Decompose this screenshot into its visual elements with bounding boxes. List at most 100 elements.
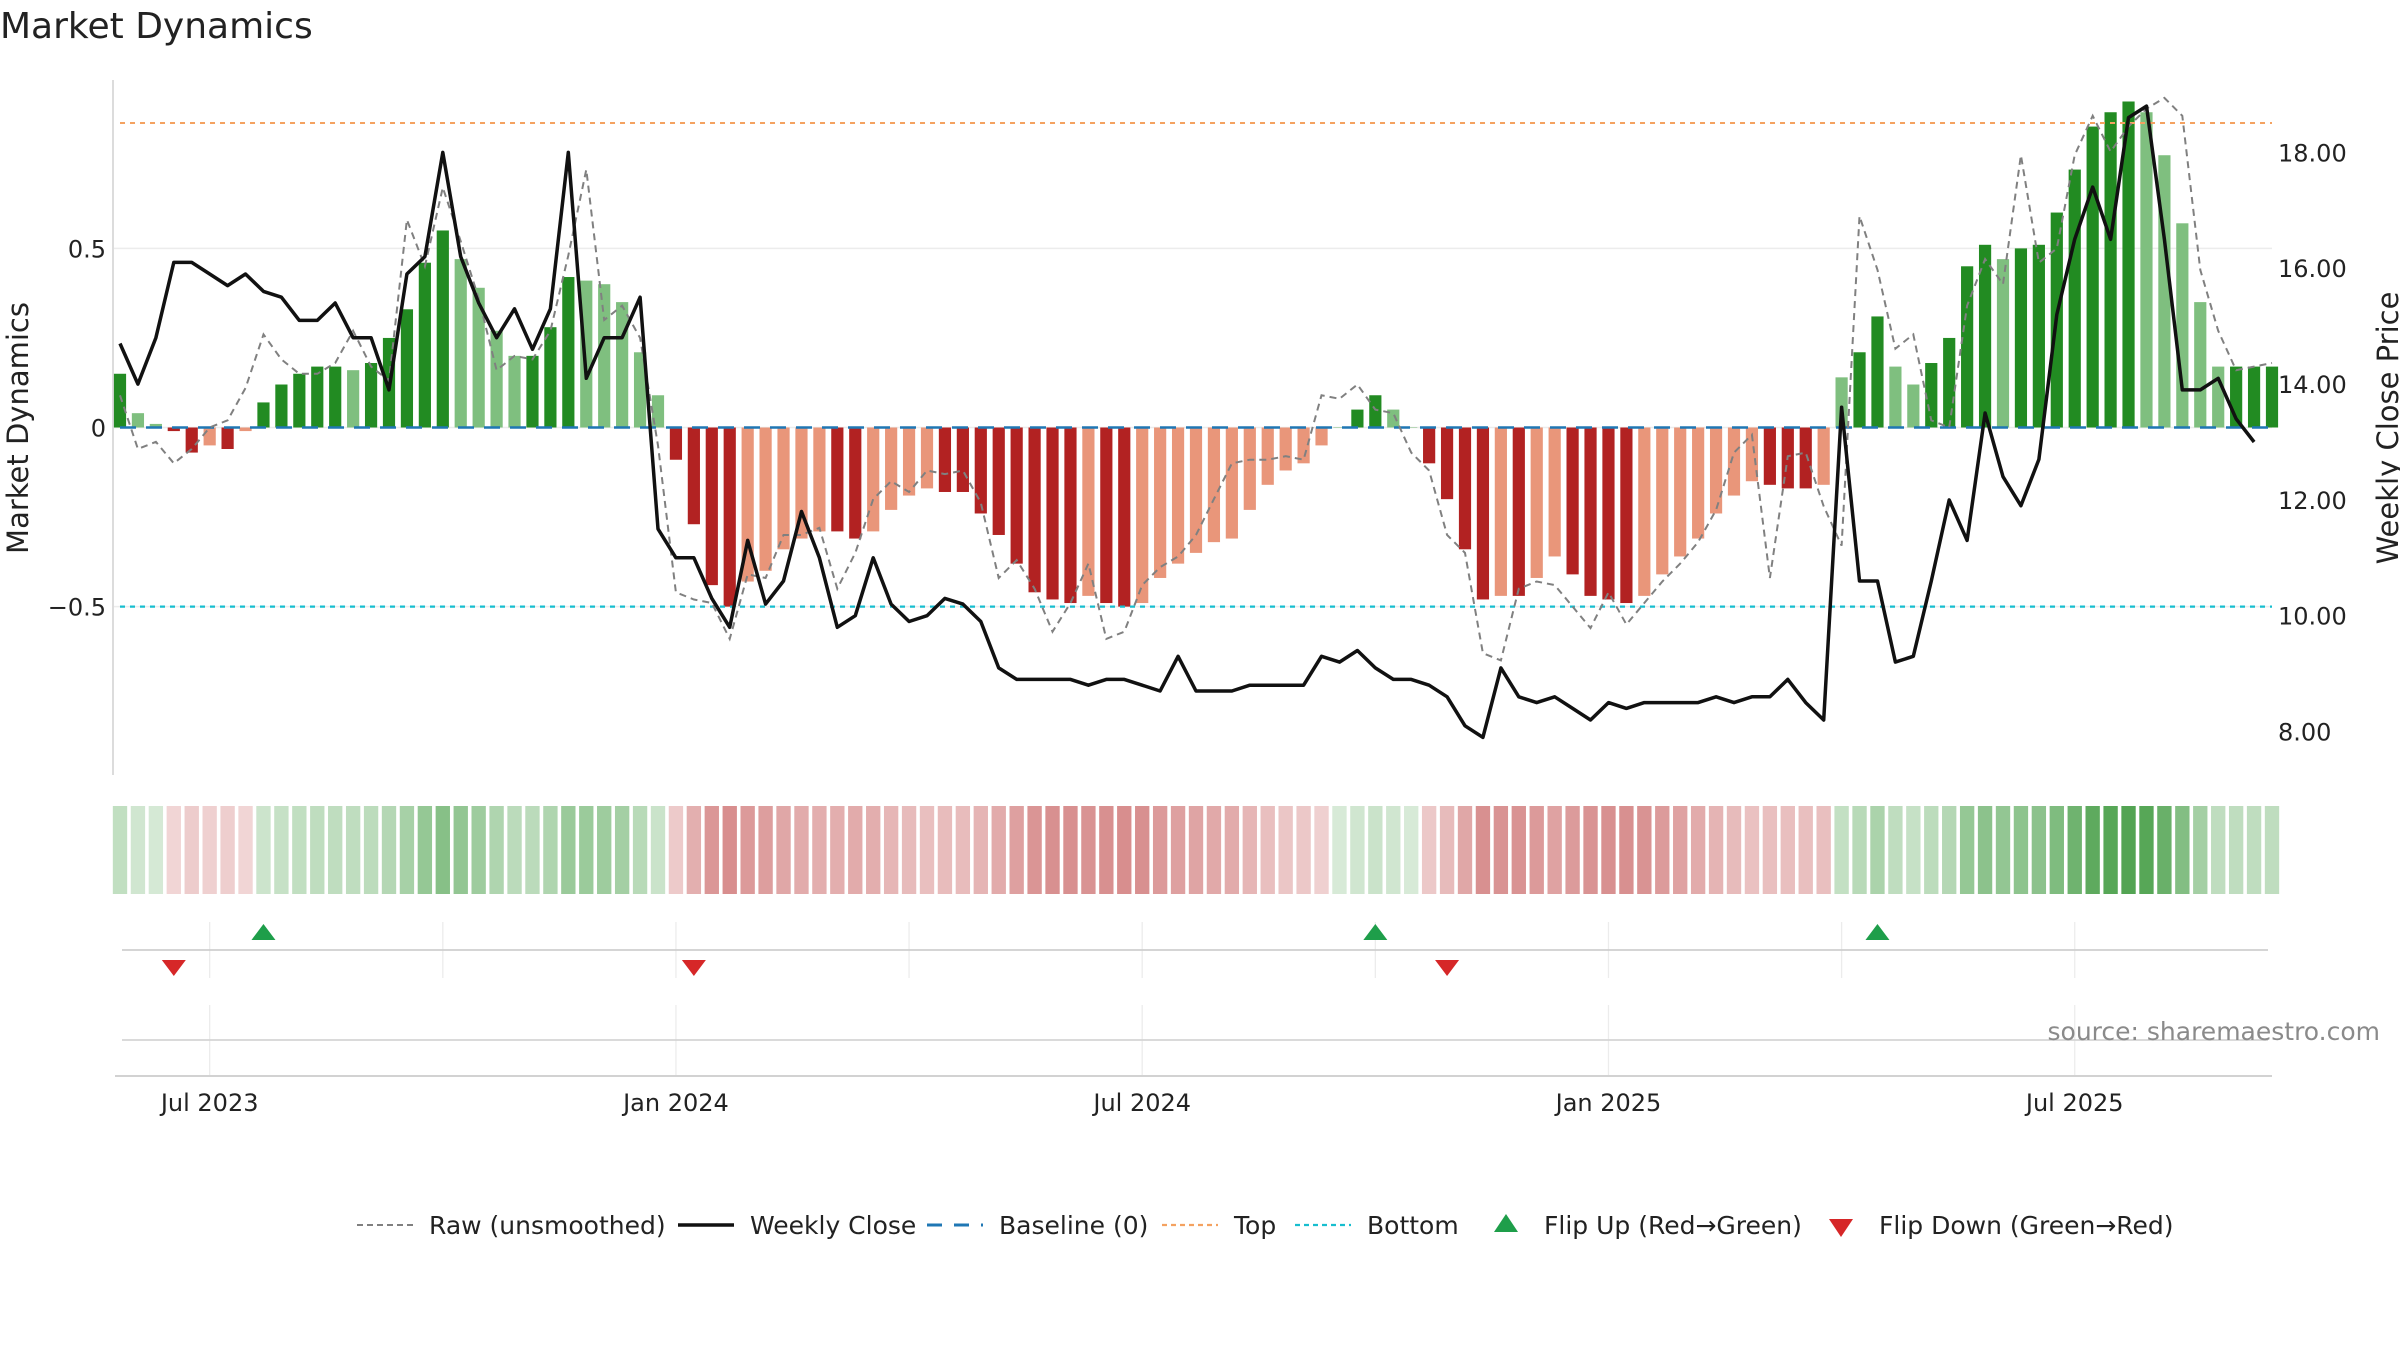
heat-cell xyxy=(417,806,433,894)
heat-cell xyxy=(2264,806,2280,894)
heat-cell xyxy=(740,806,755,894)
bar xyxy=(293,373,306,428)
heat-cell xyxy=(435,806,450,894)
heat-cell xyxy=(1906,806,1921,894)
heat-cell xyxy=(1045,806,1060,894)
x-tick-label: Jul 2024 xyxy=(1091,1089,1191,1117)
bar xyxy=(1566,427,1579,575)
bar xyxy=(2176,223,2189,428)
bar xyxy=(1458,427,1472,550)
bar xyxy=(849,427,862,539)
bar xyxy=(526,355,539,428)
bar xyxy=(275,384,288,428)
bar xyxy=(831,427,844,532)
heat-cell xyxy=(1762,806,1778,894)
heat-cell xyxy=(1475,806,1491,894)
bar xyxy=(2104,112,2117,428)
heat-cell xyxy=(1117,806,1132,894)
heat-cell xyxy=(668,806,684,894)
bar xyxy=(1387,409,1400,428)
heat-cell xyxy=(1242,806,1257,894)
heat-cell xyxy=(1314,806,1329,894)
heat-cell xyxy=(310,806,325,894)
bar xyxy=(867,427,880,532)
heat-cell xyxy=(1924,806,1939,894)
bar xyxy=(938,427,952,492)
heat-cell xyxy=(2049,806,2064,894)
heat-cell xyxy=(525,806,540,894)
bar xyxy=(1763,427,1776,485)
bar xyxy=(1745,427,1759,482)
flip-panel xyxy=(122,922,2268,978)
legend-label: Flip Down (Green→Red) xyxy=(1879,1211,2174,1240)
bar xyxy=(1369,395,1382,428)
flip-up-marker xyxy=(1865,924,1890,940)
heat-cell xyxy=(937,806,953,894)
bar xyxy=(1602,427,1615,600)
bar xyxy=(2032,244,2045,428)
bar xyxy=(131,413,145,428)
left-tick-label: −0.5 xyxy=(48,594,106,622)
bar xyxy=(1189,427,1203,553)
bar xyxy=(1351,409,1364,428)
heat-cell xyxy=(1188,806,1204,894)
bar xyxy=(2265,366,2279,428)
heat-cell xyxy=(919,806,935,894)
heat-cell xyxy=(2211,806,2226,894)
heat-cell xyxy=(1780,806,1795,894)
bar xyxy=(1100,427,1113,604)
bar xyxy=(257,402,270,428)
heat-cell xyxy=(848,806,863,894)
heat-cell xyxy=(381,806,397,894)
heat-cell xyxy=(1637,806,1652,894)
heat-cell xyxy=(1816,806,1831,894)
heat-cell xyxy=(2139,806,2154,894)
bar xyxy=(885,427,898,510)
heat-cell xyxy=(238,806,253,894)
heat-cell xyxy=(345,806,361,894)
bar xyxy=(920,427,934,489)
heat-cell xyxy=(1224,806,1240,894)
bar xyxy=(1871,316,1884,428)
bar xyxy=(1817,427,1830,485)
heat-cell xyxy=(1135,806,1150,894)
bar xyxy=(1476,427,1490,600)
bar xyxy=(1512,427,1525,596)
right-tick-label: 18.00 xyxy=(2278,139,2347,167)
bar xyxy=(1853,352,1866,428)
heat-cell xyxy=(1619,806,1634,894)
heat-cell xyxy=(1386,806,1401,894)
flip-up-marker xyxy=(1363,924,1388,940)
bar xyxy=(741,427,754,582)
heat-cell xyxy=(166,806,181,894)
heat-cell xyxy=(202,806,217,894)
bar xyxy=(1925,363,1938,428)
heat-cell xyxy=(1421,806,1437,894)
bar xyxy=(562,277,575,428)
heat-cell xyxy=(399,806,415,894)
legend-swatch-flip-up xyxy=(1494,1214,1518,1232)
bar xyxy=(2014,248,2028,428)
heat-cell xyxy=(112,806,128,894)
heat-cell xyxy=(955,806,971,894)
heat-cell xyxy=(758,806,773,894)
bar xyxy=(347,370,360,428)
bar xyxy=(2140,112,2153,428)
bar xyxy=(221,427,234,449)
heat-cell xyxy=(1852,806,1867,894)
bar xyxy=(1297,427,1310,464)
bar xyxy=(1530,427,1543,578)
bar xyxy=(185,427,198,453)
heat-cell xyxy=(561,806,576,894)
bar xyxy=(687,427,700,525)
source-label: source: sharemaestro.com xyxy=(2048,1017,2381,1046)
heat-cell xyxy=(722,806,737,894)
flip-down-marker xyxy=(681,960,706,976)
heat-cell xyxy=(220,806,235,894)
bar xyxy=(167,427,180,432)
heat-cell xyxy=(1655,806,1670,894)
bar xyxy=(1028,427,1041,593)
legend: Raw (unsmoothed) Weekly Close Baseline (0)… xyxy=(357,1211,2174,1240)
bar xyxy=(1243,427,1256,510)
heat-cell xyxy=(1547,806,1562,894)
